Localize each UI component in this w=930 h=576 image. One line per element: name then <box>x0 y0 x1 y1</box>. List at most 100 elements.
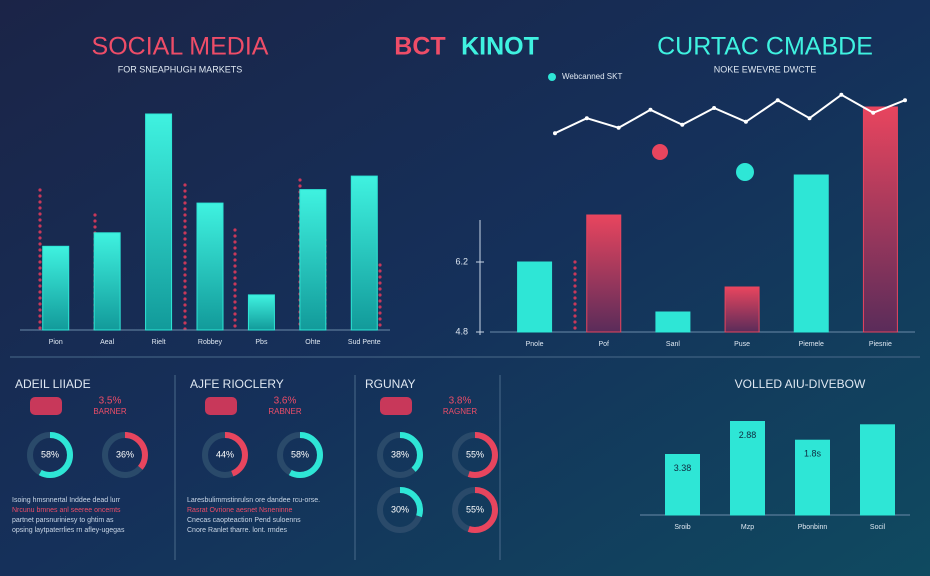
decor-dot <box>233 234 237 238</box>
decor-dot <box>573 278 577 282</box>
x-tick-label: Rielt <box>152 339 166 346</box>
decor-dot <box>38 326 42 330</box>
decor-dot <box>93 225 97 229</box>
donut-label: 38% <box>391 449 409 459</box>
decor-dot <box>233 300 237 304</box>
decor-dot <box>233 318 237 322</box>
x-tick-label: Piemele <box>799 341 824 348</box>
decor-dot <box>183 315 187 319</box>
bar <box>655 311 691 333</box>
donut-label: 58% <box>291 449 309 459</box>
decor-dot <box>378 269 382 273</box>
decor-dot <box>38 302 42 306</box>
decor-dot <box>183 303 187 307</box>
line-point <box>616 125 621 130</box>
bar <box>862 106 898 333</box>
bar <box>299 189 327 331</box>
decor-dot <box>378 275 382 279</box>
decor-dot <box>183 237 187 241</box>
highlight: 3.8% <box>449 396 472 407</box>
line-point <box>839 92 844 97</box>
decor-dot <box>233 264 237 268</box>
decor-dot <box>378 323 382 327</box>
x-tick-label: Piesnie <box>869 341 892 348</box>
donut-arc <box>102 432 148 478</box>
donut-arc <box>377 432 423 478</box>
x-tick-label: Mzp <box>741 524 754 531</box>
decor-dot <box>573 266 577 270</box>
bar <box>795 439 830 516</box>
decor-dot <box>233 276 237 280</box>
donut-arc <box>27 432 73 478</box>
decor-dot <box>38 218 42 222</box>
center-title-b: KINOT <box>461 33 539 61</box>
decor-dot <box>38 296 42 300</box>
line-point <box>775 98 780 103</box>
decor-dot <box>183 213 187 217</box>
line-point <box>712 106 717 110</box>
donut-label: 44% <box>216 449 234 459</box>
line-point <box>648 107 653 112</box>
decor-dot <box>573 302 577 306</box>
decor-dot <box>233 270 237 274</box>
decor-dot <box>38 290 42 294</box>
panel-text: Rasrat Ovrione aesnet Nsneninne <box>187 507 293 514</box>
bar <box>730 421 765 516</box>
panel-text: opsing laytpaterrlies rn afley-ugegas <box>12 527 125 534</box>
highlight-label: RABNER <box>268 407 302 416</box>
decor-dot <box>38 224 42 228</box>
panel-text: Laresbulimmstinrulsn ore dandee rcu-orse… <box>187 497 320 504</box>
x-tick-label: Robbey <box>198 339 223 346</box>
decor-dot <box>378 281 382 285</box>
bar <box>196 202 224 331</box>
highlight: 3.6% <box>274 396 297 407</box>
bar <box>247 294 275 331</box>
chart-title: VOLLED AIU-DIVEBOW <box>735 377 866 391</box>
legend-label: Webcanned SKT <box>562 72 622 81</box>
decor-dot <box>378 305 382 309</box>
x-tick-label: Pnole <box>526 341 544 348</box>
decor-dot <box>38 212 42 216</box>
decor-dot <box>378 293 382 297</box>
badge <box>30 397 62 415</box>
donut-arc <box>452 432 498 478</box>
decor-dot <box>38 206 42 210</box>
x-tick-label: Pbonbinn <box>798 524 828 531</box>
line-point <box>871 110 876 115</box>
bar <box>350 175 378 331</box>
annotation: 3.38 <box>674 463 692 473</box>
decor-dot <box>38 230 42 234</box>
panel-text: partnet parsnuriniesy to ghtim as <box>12 517 114 524</box>
decor-dot <box>573 308 577 312</box>
panel-title: AJFE RIOCLERY <box>190 377 284 391</box>
decor-dot <box>573 260 577 264</box>
decor-dot <box>378 311 382 315</box>
bar <box>145 113 173 331</box>
decor-dot <box>183 207 187 211</box>
decor-dot <box>233 306 237 310</box>
highlight: 3.5% <box>99 396 122 407</box>
x-tick-label: Socil <box>870 524 886 531</box>
decor-dot <box>233 240 237 244</box>
decor-dot <box>38 248 42 252</box>
line-point <box>584 116 589 121</box>
annotation: 2.88 <box>739 430 757 440</box>
decor-dot <box>183 183 187 187</box>
bar <box>42 245 70 331</box>
panel-title: RGUNAY <box>365 377 415 391</box>
donut-label: 55% <box>466 449 484 459</box>
decor-dot <box>38 278 42 282</box>
line-point <box>743 119 748 124</box>
decor-dot <box>233 252 237 256</box>
panel-text: Nrcunu bmnes anl seeree oncemts <box>12 507 121 514</box>
decor-dot <box>38 284 42 288</box>
x-tick-label: Puse <box>734 341 750 348</box>
decor-dot <box>38 308 42 312</box>
donut-arc <box>377 487 423 533</box>
decor-dot <box>573 320 577 324</box>
bar <box>793 174 829 333</box>
line-point <box>680 122 685 127</box>
decor-dot <box>183 285 187 289</box>
decor-dot <box>38 194 42 198</box>
